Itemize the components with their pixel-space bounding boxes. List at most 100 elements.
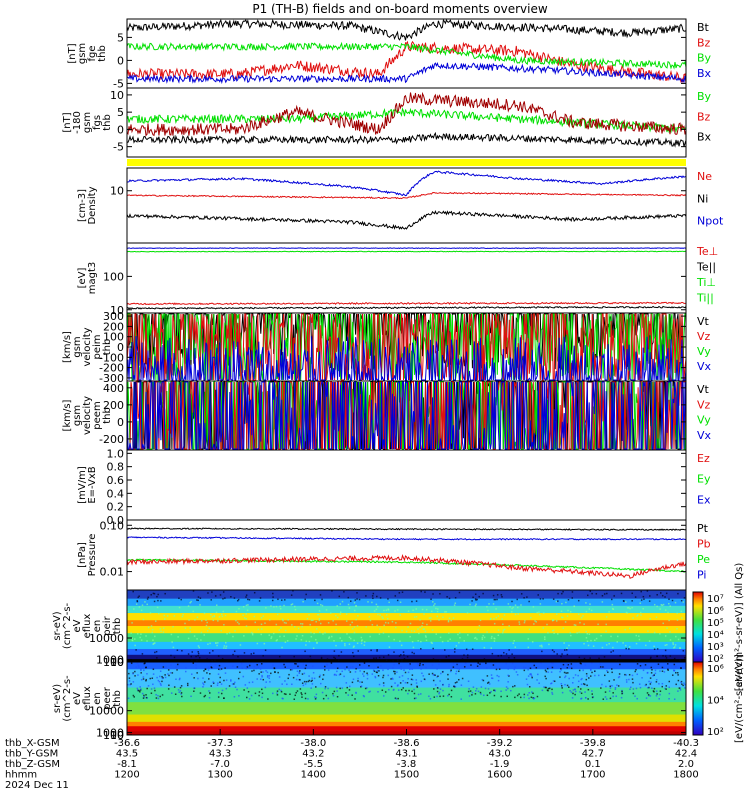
spectrogram-pixel — [180, 693, 182, 695]
spectrogram-pixel — [601, 595, 604, 597]
series-pe-line — [126, 558, 686, 573]
spectrogram-pixel — [311, 679, 313, 682]
spectrogram-pixel — [502, 629, 505, 631]
spectrogram-pixel — [315, 628, 318, 630]
spectrogram-pixel — [645, 697, 648, 699]
spectrogram-pixel — [273, 606, 275, 608]
spectrogram-pixel — [474, 593, 477, 595]
spectrogram-pixel — [674, 646, 676, 648]
spectrogram-pixel — [653, 687, 656, 690]
spectrogram-pixel — [430, 598, 432, 600]
spectrogram-pixel — [256, 663, 258, 666]
spectrogram-pixel — [490, 617, 492, 620]
spectrogram-pixel — [420, 693, 422, 695]
spectrogram-pixel — [636, 673, 639, 676]
spectrogram-pixel — [230, 596, 232, 598]
spectrogram-pixel — [653, 645, 655, 648]
spectrogram-pixel — [659, 693, 661, 696]
spectrogram-pixel — [208, 678, 210, 680]
spectrogram-pixel — [320, 656, 323, 659]
spectrogram-pixel — [571, 597, 574, 599]
spectrogram-pixel — [539, 603, 542, 605]
spectrogram-pixel — [543, 686, 545, 688]
spectrogram-pixel — [463, 640, 466, 642]
spectrogram-pixel — [304, 667, 307, 670]
spectrogram-pixel — [245, 625, 248, 627]
spectrogram-pixel — [176, 669, 178, 671]
spectrogram-band — [127, 654, 686, 660]
spectrogram-pixel — [631, 674, 634, 677]
spectrogram-pixel — [478, 625, 481, 627]
spectrogram-pixel — [403, 658, 406, 660]
spectrogram-pixel — [356, 598, 358, 600]
spectrogram-pixel — [159, 695, 161, 698]
spectrogram-pixel — [376, 650, 378, 652]
spectrogram-pixel — [261, 674, 263, 677]
legend-vz: Vz — [697, 398, 711, 411]
spectrogram-pixel — [397, 684, 399, 686]
spectrogram-pixel — [492, 603, 495, 605]
spectrogram-pixel — [348, 685, 351, 688]
spectrogram-pixel — [275, 623, 278, 626]
spectrogram-pixel — [387, 654, 390, 656]
spectrogram-pixel — [246, 666, 249, 668]
legend-pe: Pe — [697, 553, 710, 566]
spectrogram-pixel — [374, 675, 376, 678]
spectrogram-pixel — [194, 619, 196, 621]
spectrogram-pixel — [372, 669, 375, 672]
spectrogram-pixel — [496, 598, 498, 601]
spectrogram-pixel — [534, 620, 536, 622]
spectrogram-pixel — [366, 672, 368, 675]
spectrogram-pixel — [231, 683, 234, 685]
spectrogram-pixel — [140, 633, 142, 635]
spectrogram-pixel — [676, 628, 678, 630]
spectrogram-pixel — [136, 662, 139, 665]
spectrogram-pixel — [436, 695, 438, 698]
spectrogram-pixel — [662, 603, 665, 606]
spectrogram-pixel — [406, 655, 409, 658]
y-tick-label: 0.10 — [100, 519, 125, 532]
spectrogram-pixel — [625, 681, 628, 683]
spectrogram-pixel — [339, 613, 342, 615]
spectrogram-pixel — [407, 671, 410, 674]
spectrogram-pixel — [586, 594, 589, 597]
spectrogram-pixel — [415, 682, 418, 684]
spectrogram-pixel — [501, 618, 503, 620]
spectrogram-pixel — [659, 633, 661, 635]
spectrogram-pixel — [603, 666, 606, 669]
spectrogram-pixel — [219, 676, 221, 679]
spectrogram-pixel — [277, 598, 279, 601]
spectrogram-pixel — [588, 633, 591, 636]
series-ne-line — [126, 191, 687, 200]
spectrogram-pixel — [420, 640, 422, 643]
spectrogram-pixel — [334, 673, 336, 676]
spectrogram-pixel — [436, 610, 439, 613]
spectrogram-pixel — [362, 673, 364, 675]
spectrogram-pixel — [264, 622, 266, 624]
spectrogram-pixel — [336, 616, 339, 619]
spectrogram-pixel — [580, 662, 582, 665]
spectrogram-pixel — [390, 685, 393, 688]
spectrogram-pixel — [673, 663, 676, 666]
spectrogram-pixel — [650, 681, 652, 684]
spectrogram-pixel — [223, 623, 225, 626]
spectrogram-pixel — [154, 689, 156, 692]
spectrogram-pixel — [264, 649, 267, 652]
legend-bt: Bt — [697, 21, 710, 34]
spectrogram-pixel — [413, 630, 416, 632]
spectrogram-pixel — [281, 618, 284, 621]
spectrogram-pixel — [197, 645, 200, 647]
spectrogram-pixel — [631, 600, 633, 602]
spectrogram-pixel — [566, 615, 569, 617]
spectrogram-pixel — [580, 683, 583, 686]
spectrogram-pixel — [411, 668, 413, 670]
spectrogram-pixel — [302, 600, 304, 603]
spectrogram-pixel — [212, 619, 215, 622]
spectrogram-pixel — [335, 644, 337, 647]
spectrogram-pixel — [471, 648, 474, 650]
spectrogram-pixel — [154, 642, 156, 644]
spectrogram-pixel — [161, 694, 164, 696]
